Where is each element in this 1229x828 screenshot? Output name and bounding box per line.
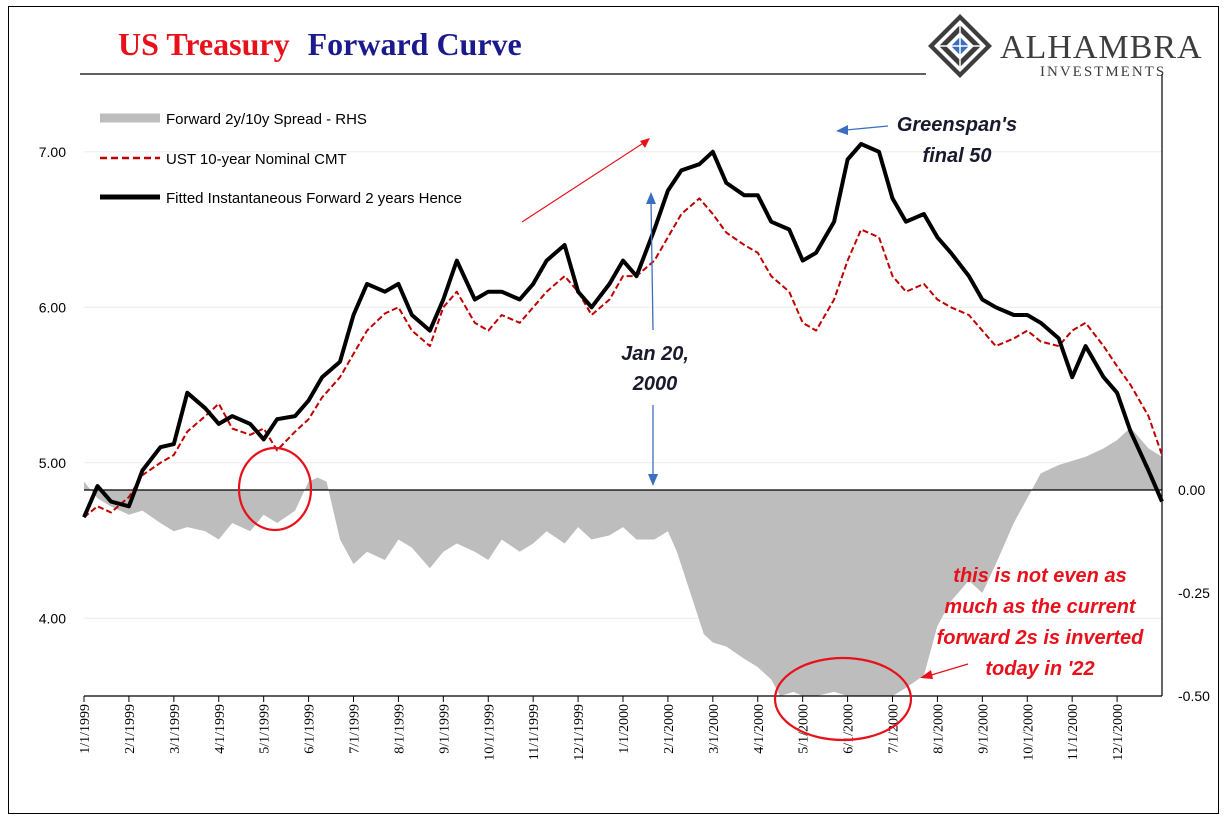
grid-layer <box>84 151 1162 619</box>
right-tick-label: -0.50 <box>1178 688 1210 704</box>
x-tick-label: 12/1/1999 <box>572 704 587 761</box>
line-layer <box>82 142 1164 518</box>
x-tick-label: 6/1/1999 <box>303 704 318 754</box>
title-part-1: US Treasury <box>118 26 290 62</box>
x-tick-label: 9/1/1999 <box>437 704 452 754</box>
chart-title: US Treasury Forward Curve <box>118 26 522 62</box>
greenspan-arrow-head <box>836 125 848 135</box>
x-tick-label: 6/1/2000 <box>842 704 857 754</box>
jan20-label-2: 2000 <box>632 373 678 395</box>
series-line-ust-10y-cmt <box>83 197 1163 518</box>
x-tick-label: 11/1/1999 <box>527 704 542 760</box>
jan20-arrow-up <box>650 199 654 331</box>
spread-area-layer <box>84 427 1162 696</box>
left-tick-label: 5.00 <box>39 455 66 471</box>
x-tick-label: 9/1/2000 <box>976 704 991 754</box>
note-line-2: much as the current <box>944 596 1137 618</box>
greenspan-arrow <box>845 125 889 131</box>
x-tick-label: 5/1/1999 <box>258 704 273 754</box>
rally-arrow-head <box>640 138 650 148</box>
x-tick-label: 10/1/1999 <box>482 704 497 761</box>
jan20-arrow-up-head <box>646 192 656 204</box>
note-line-1: this is not even as <box>953 565 1126 587</box>
rally-arrow <box>521 139 649 223</box>
x-tick-label: 3/1/2000 <box>707 704 722 754</box>
annotations: Jan 20, 2000 Greenspan's final 50 this i… <box>237 114 1145 742</box>
x-tick-label: 7/1/2000 <box>887 704 902 754</box>
x-tick-label: 1/1/1999 <box>78 704 93 754</box>
x-tick-label: 4/1/2000 <box>752 704 767 754</box>
x-tick-label: 7/1/1999 <box>348 704 363 754</box>
x-tick-label: 8/1/2000 <box>931 704 946 754</box>
chart-frame <box>8 6 1219 814</box>
note-line-3: forward 2s is inverted <box>937 627 1145 649</box>
axis-layer <box>83 74 1163 702</box>
legend-label-spread: Forward 2y/10y Spread - RHS <box>166 111 367 128</box>
series-line-forward-2y <box>82 142 1164 518</box>
highlight-circle-inversion-2000 <box>773 656 913 742</box>
jan20-label-1: Jan 20, <box>621 343 689 365</box>
x-tick-label: 4/1/1999 <box>213 704 228 754</box>
x-tick-label: 1/1/2000 <box>617 704 632 754</box>
x-tick-label: 2/1/2000 <box>662 704 677 754</box>
x-tick-label: 5/1/2000 <box>797 704 812 754</box>
x-tick-label: 12/1/2000 <box>1111 704 1126 761</box>
legend-label-cmt: UST 10-year Nominal CMT <box>166 151 347 168</box>
note-line-4: today in '22 <box>985 658 1094 680</box>
left-tick-label: 4.00 <box>39 610 66 626</box>
greenspan-label-2: final 50 <box>923 145 992 167</box>
x-tick-label: 8/1/1999 <box>392 704 407 754</box>
x-tick-label: 3/1/1999 <box>168 704 183 754</box>
legend-label-forward: Fitted Instantaneous Forward 2 years Hen… <box>166 190 462 207</box>
x-tick-label: 10/1/2000 <box>1021 704 1036 761</box>
legend: Forward 2y/10y Spread - RHS UST 10-year … <box>100 111 462 207</box>
note-arrow <box>927 663 969 677</box>
right-tick-label: 0.00 <box>1178 482 1205 498</box>
left-tick-label: 6.00 <box>39 299 66 315</box>
logo-name: ALHAMBRA <box>1000 29 1203 66</box>
right-tick-label: -0.25 <box>1178 585 1210 601</box>
x-tick-label: 11/1/2000 <box>1066 704 1081 760</box>
note-arrow-head <box>920 670 933 679</box>
left-tick-label: 7.00 <box>39 144 66 160</box>
highlight-circle-may-1999 <box>237 446 313 532</box>
logo-diamond-icon <box>928 14 992 78</box>
logo-subtitle: INVESTMENTS <box>1040 64 1166 80</box>
greenspan-label-1: Greenspan's <box>897 114 1017 136</box>
jan20-arrow-down-head <box>648 474 658 486</box>
x-tick-label: 2/1/1999 <box>123 704 138 754</box>
logo: ALHAMBRA INVESTMENTS <box>80 14 1203 80</box>
tick-layer: 4.00 5.00 6.00 7.00 0.00 -0.25 -0.50 1/1/1999 2/… <box>39 144 1210 761</box>
spread-area <box>84 427 1162 696</box>
title-part-2: Forward Curve <box>308 26 522 62</box>
